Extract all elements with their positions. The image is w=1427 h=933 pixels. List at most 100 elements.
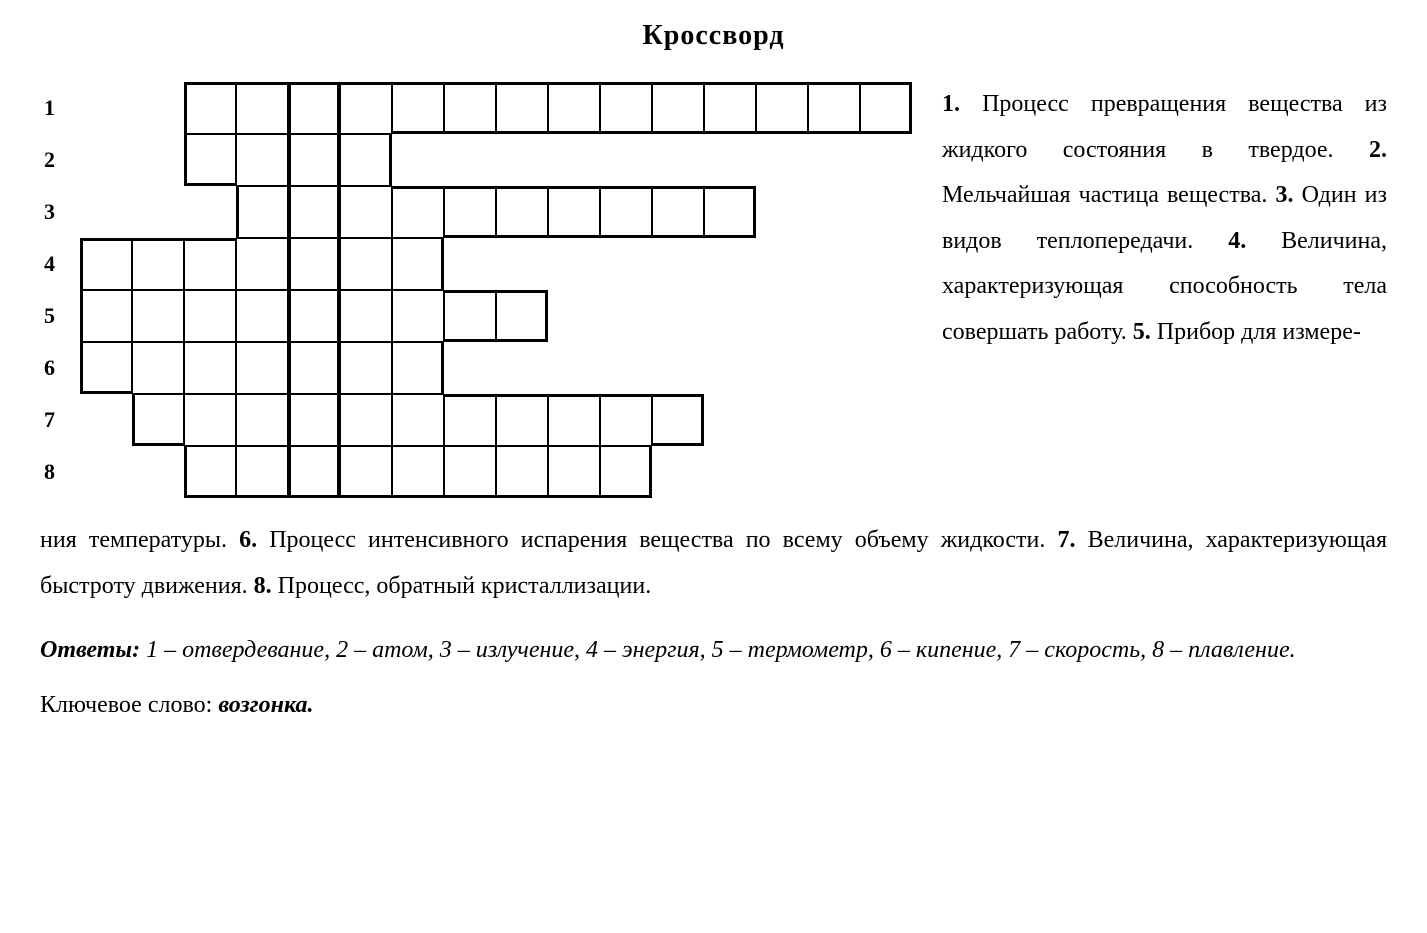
grid-spacer — [652, 446, 704, 498]
grid-cell[interactable] — [808, 82, 860, 134]
grid-cell[interactable] — [340, 342, 392, 394]
grid-cell[interactable] — [704, 186, 756, 238]
grid-cell[interactable] — [236, 238, 288, 290]
grid-cell[interactable] — [340, 134, 392, 186]
grid-cell[interactable] — [756, 82, 808, 134]
grid-cell[interactable] — [184, 394, 236, 446]
grid-cell[interactable] — [184, 134, 236, 186]
row-number: 3 — [40, 199, 80, 225]
grid-cell[interactable] — [496, 394, 548, 446]
grid-cell[interactable] — [548, 394, 600, 446]
grid-cell[interactable] — [288, 446, 340, 498]
grid-cell[interactable] — [652, 186, 704, 238]
grid-cell[interactable] — [600, 82, 652, 134]
grid-cell[interactable] — [236, 342, 288, 394]
grid-cell[interactable] — [80, 342, 132, 394]
grid-cell[interactable] — [340, 238, 392, 290]
grid-cell[interactable] — [600, 394, 652, 446]
grid-spacer — [860, 238, 912, 290]
grid-cell[interactable] — [236, 186, 288, 238]
grid-cell[interactable] — [236, 394, 288, 446]
grid-cell[interactable] — [392, 290, 444, 342]
grid-cell[interactable] — [340, 394, 392, 446]
grid-cell[interactable] — [288, 238, 340, 290]
grid-spacer — [132, 134, 184, 186]
grid-cell[interactable] — [132, 394, 184, 446]
grid-cell[interactable] — [704, 82, 756, 134]
grid-cell[interactable] — [496, 186, 548, 238]
grid-cell[interactable] — [184, 238, 236, 290]
grid-cell[interactable] — [444, 82, 496, 134]
grid-cell[interactable] — [548, 446, 600, 498]
grid-cell[interactable] — [392, 446, 444, 498]
grid-cell[interactable] — [444, 290, 496, 342]
grid-cell[interactable] — [184, 290, 236, 342]
grid-cell[interactable] — [132, 238, 184, 290]
grid-cell[interactable] — [236, 134, 288, 186]
grid-cell[interactable] — [340, 82, 392, 134]
row-cells — [80, 82, 912, 134]
grid-cell[interactable] — [600, 446, 652, 498]
row-cells — [80, 342, 912, 394]
grid-cell[interactable] — [80, 238, 132, 290]
grid-cell[interactable] — [444, 186, 496, 238]
grid-cell[interactable] — [392, 238, 444, 290]
grid-cell[interactable] — [132, 342, 184, 394]
grid-cell[interactable] — [340, 290, 392, 342]
grid-row: 4 — [40, 238, 912, 290]
grid-cell[interactable] — [392, 82, 444, 134]
clue-number: 8. — [254, 573, 278, 599]
grid-spacer — [808, 134, 860, 186]
grid-cell[interactable] — [652, 82, 704, 134]
grid-cell[interactable] — [652, 394, 704, 446]
grid-spacer — [548, 134, 600, 186]
grid-spacer — [496, 134, 548, 186]
grid-cell[interactable] — [288, 134, 340, 186]
clue-number: 5. — [1127, 319, 1157, 345]
grid-cell[interactable] — [288, 290, 340, 342]
grid-cell[interactable] — [340, 186, 392, 238]
grid-cell[interactable] — [288, 186, 340, 238]
clue-number: 6. — [239, 527, 269, 553]
grid-cell[interactable] — [236, 290, 288, 342]
grid-cell[interactable] — [444, 394, 496, 446]
grid-spacer — [600, 238, 652, 290]
grid-cell[interactable] — [860, 82, 912, 134]
grid-row: 6 — [40, 342, 912, 394]
grid-cell[interactable] — [496, 446, 548, 498]
grid-cell[interactable] — [340, 446, 392, 498]
grid-cell[interactable] — [392, 186, 444, 238]
grid-cell[interactable] — [288, 394, 340, 446]
grid-cell[interactable] — [548, 186, 600, 238]
grid-spacer — [444, 134, 496, 186]
grid-spacer — [756, 134, 808, 186]
grid-cell[interactable] — [600, 186, 652, 238]
grid-cell[interactable] — [392, 342, 444, 394]
grid-cell[interactable] — [236, 82, 288, 134]
grid-spacer — [860, 394, 912, 446]
grid-cell[interactable] — [288, 82, 340, 134]
grid-cell[interactable] — [288, 342, 340, 394]
grid-cell[interactable] — [184, 82, 236, 134]
grid-spacer — [860, 134, 912, 186]
grid-cell[interactable] — [80, 290, 132, 342]
grid-spacer — [808, 238, 860, 290]
grid-cell[interactable] — [184, 342, 236, 394]
grid-spacer — [132, 82, 184, 134]
grid-spacer — [756, 394, 808, 446]
clue-number: 2. — [1334, 137, 1387, 163]
grid-cell[interactable] — [496, 290, 548, 342]
clue-text: ния температуры. — [40, 527, 239, 553]
answers-label: Ответы: — [40, 637, 140, 663]
grid-spacer — [808, 446, 860, 498]
grid-cell[interactable] — [548, 82, 600, 134]
grid-spacer — [444, 238, 496, 290]
grid-cell[interactable] — [184, 446, 236, 498]
grid-cell[interactable] — [132, 290, 184, 342]
grid-spacer — [132, 446, 184, 498]
grid-cell[interactable] — [444, 446, 496, 498]
grid-cell[interactable] — [392, 394, 444, 446]
grid-spacer — [600, 342, 652, 394]
grid-cell[interactable] — [496, 82, 548, 134]
grid-cell[interactable] — [236, 446, 288, 498]
